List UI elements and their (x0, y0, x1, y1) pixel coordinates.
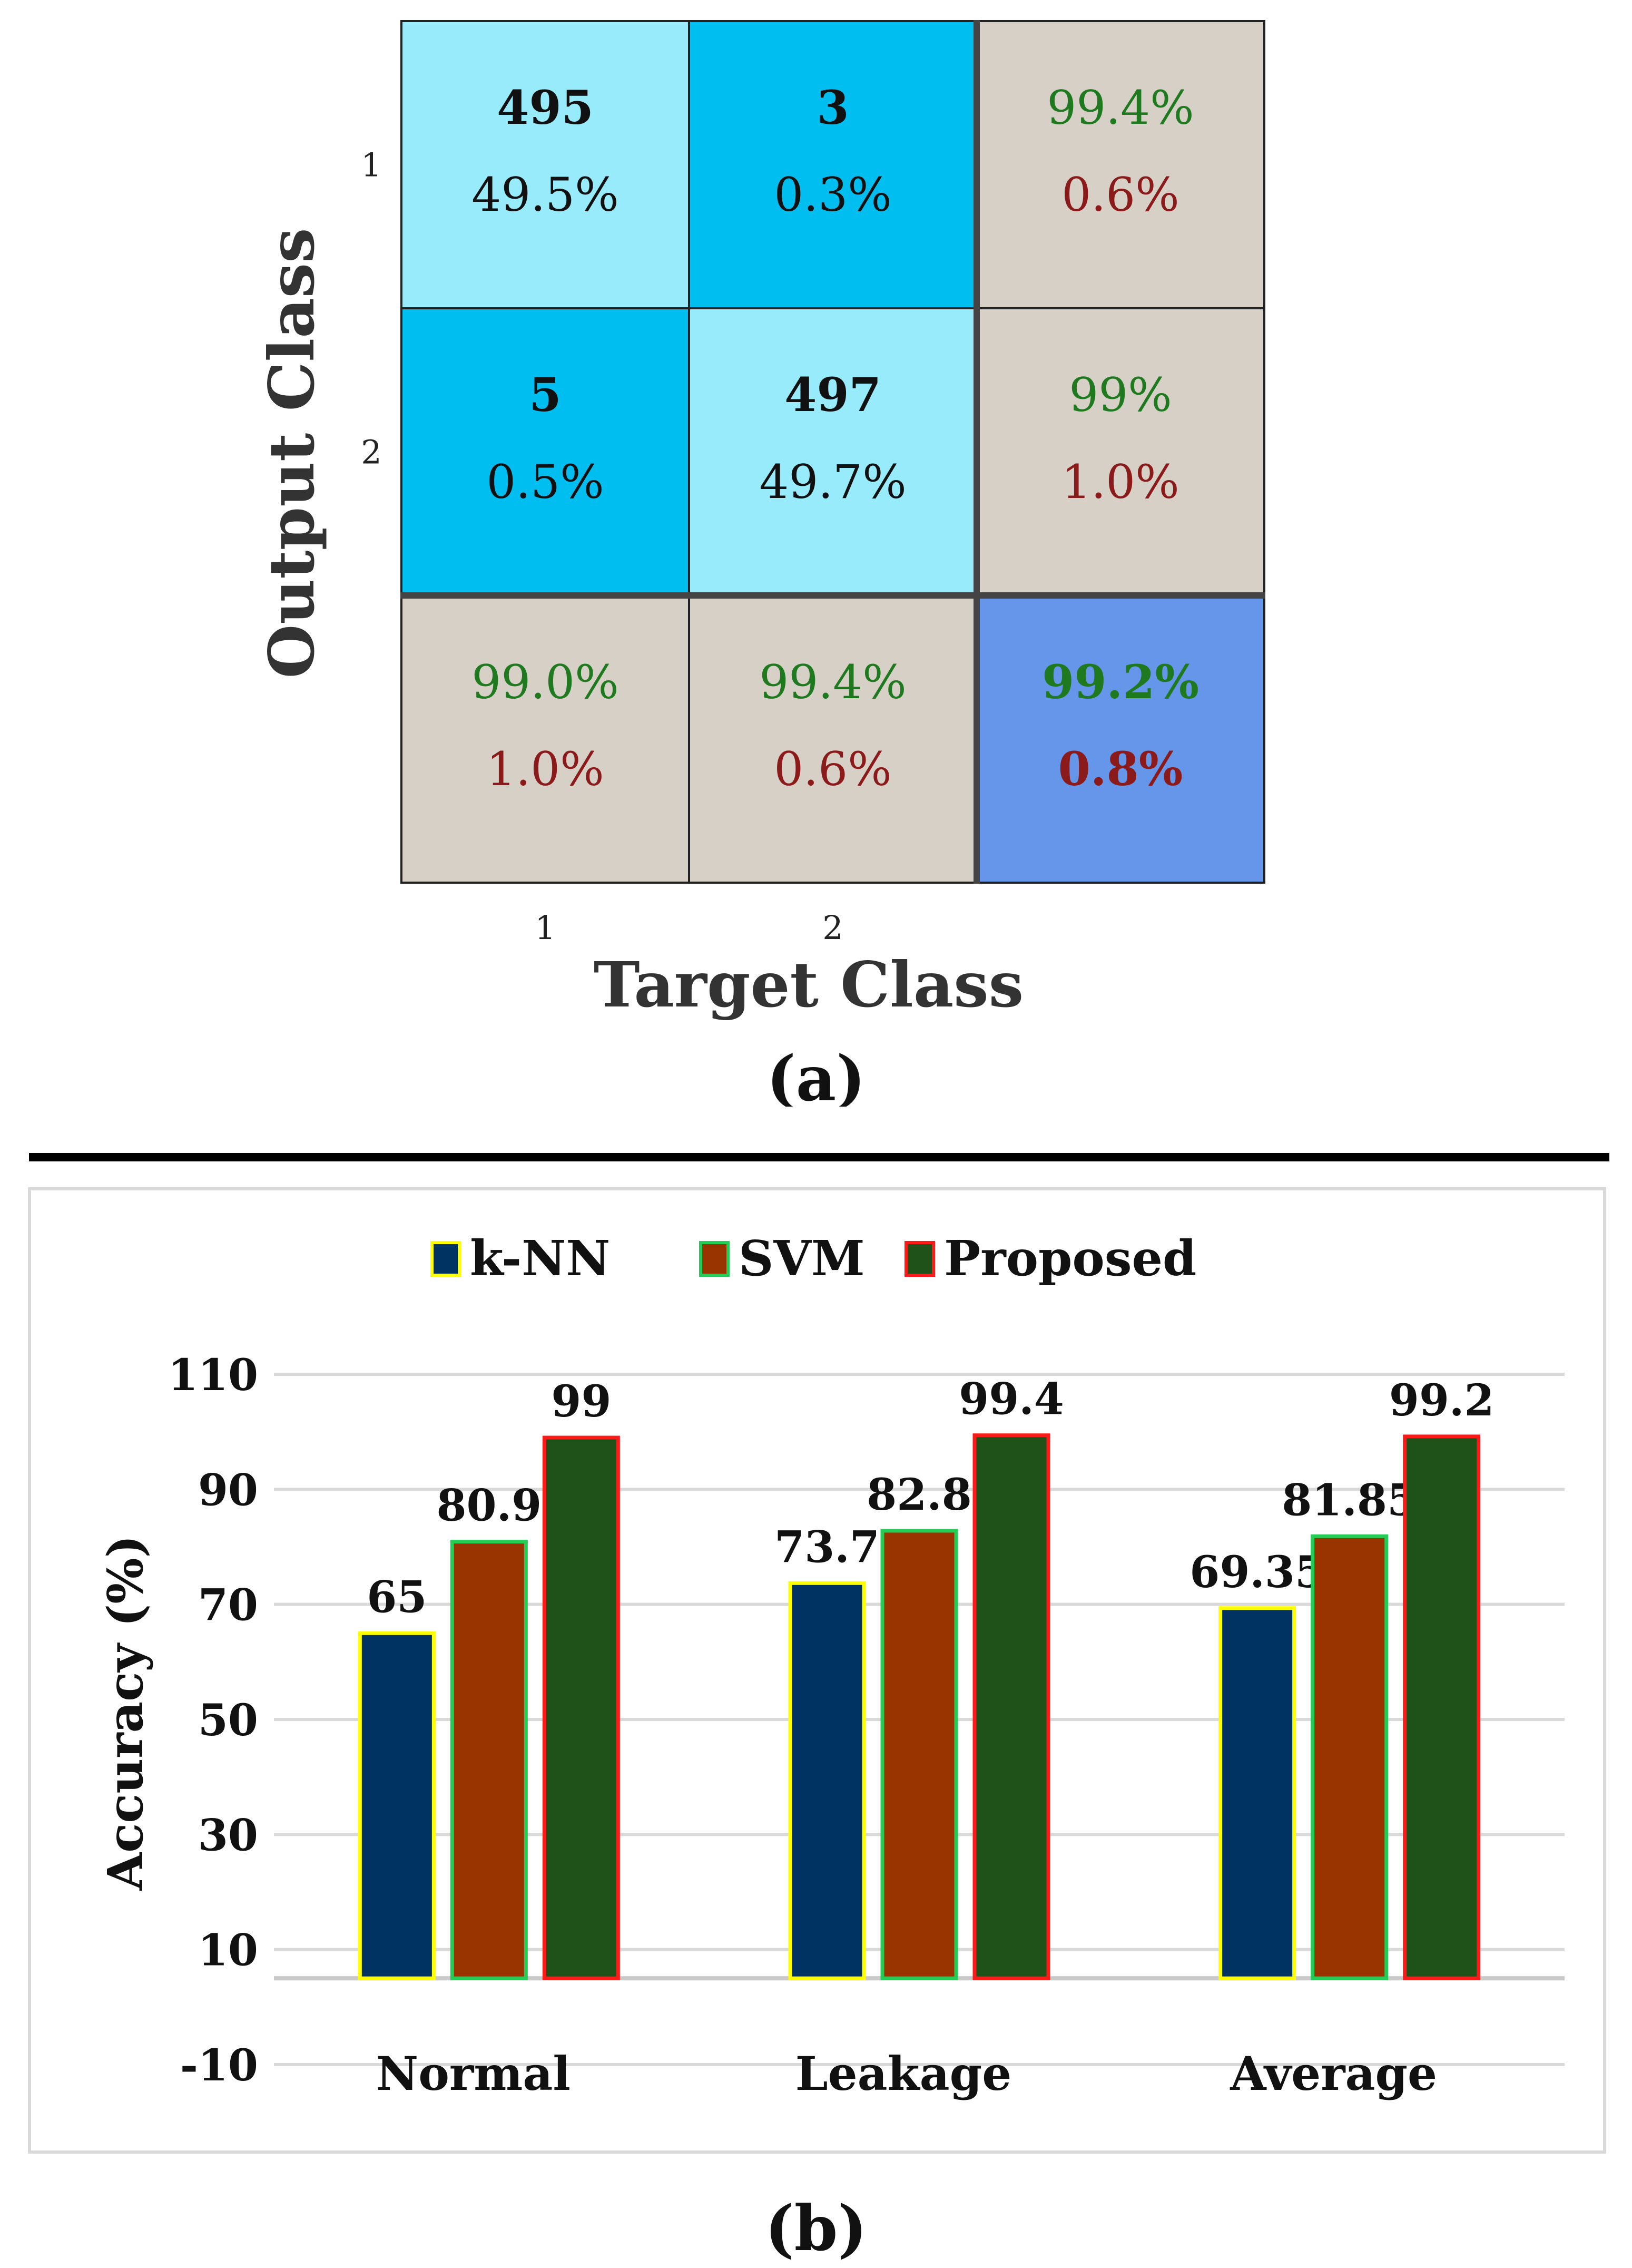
y-tick-label: 110 (168, 1350, 258, 1401)
data-label: 99 (551, 1376, 611, 1427)
cm-error-r2-c3: 1.0% (1061, 455, 1179, 509)
cm-ylabel: Output Class (255, 228, 328, 678)
cm-cell-r2-c1 (400, 307, 690, 597)
cm-cell-r1-c3 (976, 20, 1265, 309)
data-label: 80.9 (436, 1481, 542, 1531)
cm-accuracy-r3-c3: 99.2% (1042, 654, 1199, 709)
cm-accuracy-r1-c3: 99.4% (1047, 81, 1194, 135)
y-tick-label: 50 (198, 1695, 258, 1746)
bar-proposed-normal (542, 1435, 620, 1980)
bar-k-nn-normal (358, 1631, 436, 1980)
data-label: 99.2 (1389, 1375, 1495, 1426)
data-label: 65 (367, 1572, 427, 1622)
cm-error-r3-c3: 0.8% (1058, 741, 1183, 796)
y-tick-label: 10 (198, 1925, 258, 1976)
data-label: 69.35 (1189, 1547, 1325, 1598)
data-label: 81.85 (1282, 1475, 1417, 1526)
bar-proposed-average (1403, 1434, 1481, 1980)
bar-proposed-leakage (972, 1433, 1050, 1980)
cm-pct-r1-c1: 49.5% (471, 168, 619, 222)
cm-accuracy-r3-c2: 99.4% (759, 655, 907, 709)
cm-error-r3-c2: 0.6% (774, 742, 892, 796)
cm-col-label-1: 1 (535, 908, 555, 947)
cm-accuracy-r3-c1: 99.0% (471, 655, 619, 709)
cm-error-r1-c3: 0.6% (1061, 168, 1179, 222)
legend-label: Proposed (944, 1230, 1196, 1287)
cm-pct-r2-c1: 0.5% (486, 455, 604, 509)
y-tick-label: 70 (198, 1580, 258, 1631)
legend-label: SVM (739, 1230, 865, 1287)
bar-svm-average (1311, 1534, 1389, 1980)
confusion-matrix: 495 49.5% 3 0.3% 99.4% 0.6% 5 0.5% 497 49.7% 99% 1.… (255, 20, 1265, 1107)
cm-pct-r2-c2: 49.7% (759, 455, 907, 509)
cm-count-r2-c2: 497 (784, 367, 881, 422)
legend-swatch-k-nn (430, 1241, 461, 1277)
y-tick-label: 90 (198, 1465, 258, 1516)
cm-cell-r2-c2 (688, 307, 978, 597)
caption-a: (a) (766, 1042, 866, 1107)
cm-count-r1-c1: 495 (497, 80, 594, 135)
bar-k-nn-average (1218, 1606, 1296, 1980)
data-label: 82.8 (867, 1470, 972, 1520)
cm-cell-r3-c1 (400, 594, 690, 884)
cm-accuracy-r2-c3: 99% (1069, 368, 1172, 422)
cm-xlabel: Target Class (594, 948, 1024, 1021)
data-label: 73.7 (774, 1522, 880, 1572)
bar-svm-normal (450, 1540, 528, 1980)
x-tick-label: Average (1230, 2046, 1437, 2101)
cm-error-r3-c1: 1.0% (486, 742, 604, 796)
y-tick-label: -10 (180, 2040, 258, 2091)
cm-row-label-2: 2 (361, 433, 381, 472)
legend-swatch-svm (699, 1241, 730, 1277)
cm-cell-r1-c2 (688, 20, 978, 309)
cm-count-r2-c1: 5 (529, 367, 561, 422)
cm-pct-r1-c2: 0.3% (774, 168, 892, 222)
bar-svm-leakage (880, 1529, 958, 1980)
legend-swatch-proposed (905, 1241, 935, 1277)
cm-cell-r2-c3 (976, 307, 1265, 597)
cm-col-label-2: 2 (822, 908, 843, 947)
section-divider (29, 1153, 1609, 1161)
data-label: 99.4 (959, 1374, 1064, 1425)
cm-cell-r3-c3 (976, 594, 1265, 884)
y-tick-label: 30 (198, 1810, 258, 1861)
bar-k-nn-leakage (788, 1581, 866, 1980)
x-tick-label: Leakage (795, 2046, 1011, 2101)
cm-cell-r1-c1 (400, 20, 690, 309)
x-tick-label: Normal (376, 2046, 571, 2101)
cm-row-label-1: 1 (361, 146, 381, 184)
y-axis-title: Accuracy (%) (97, 1535, 154, 1891)
cm-count-r1-c2: 3 (817, 80, 849, 135)
legend-label: k-NN (470, 1230, 610, 1287)
cm-cell-r3-c2 (688, 594, 978, 884)
caption-b: (b) (765, 2192, 867, 2265)
